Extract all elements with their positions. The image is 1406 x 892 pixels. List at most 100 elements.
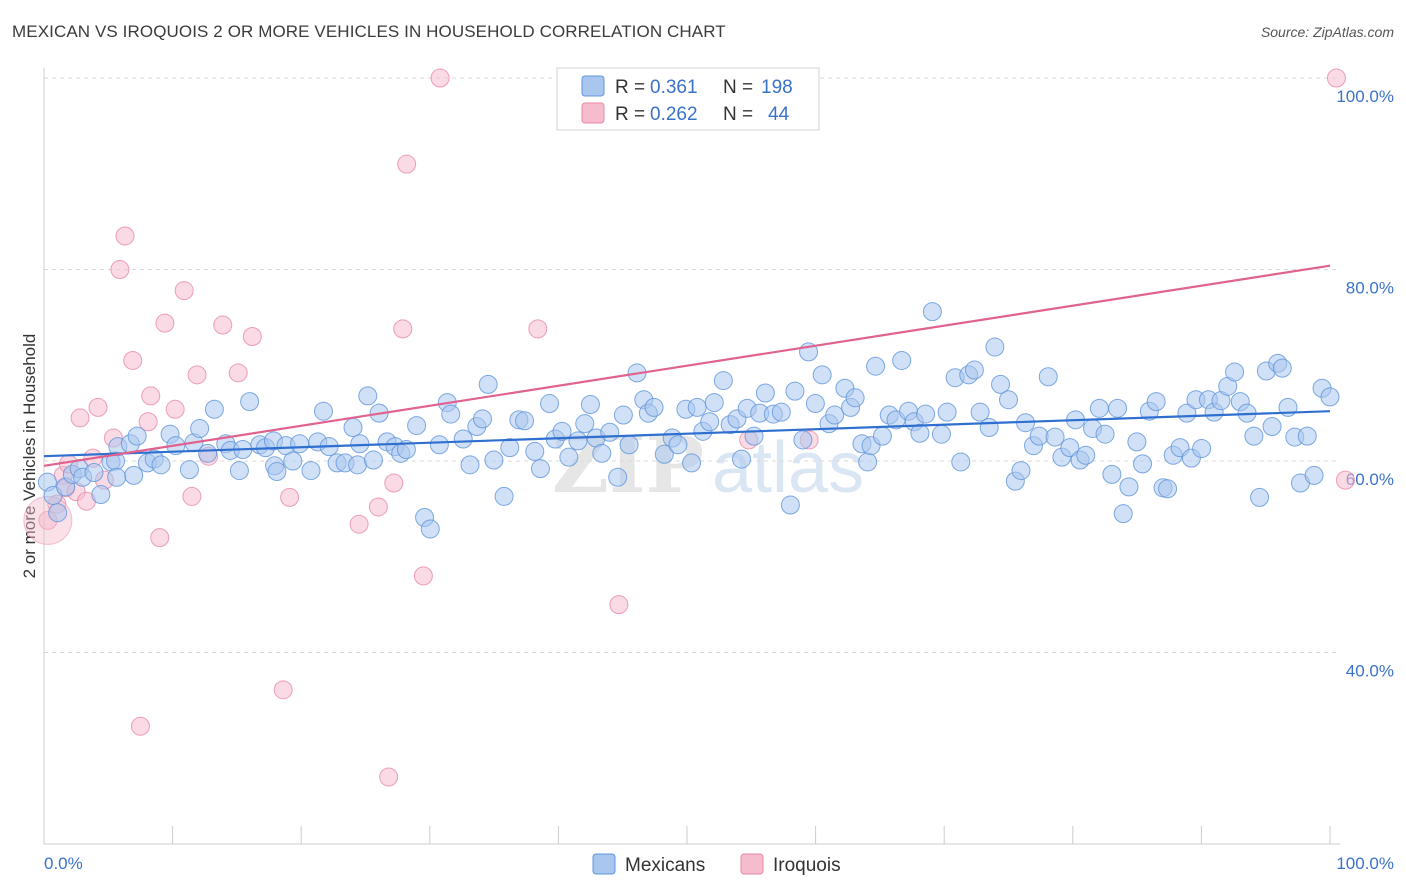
mexicans-point — [1127, 432, 1147, 452]
mexicans-point — [1108, 398, 1128, 418]
mexicans-point — [343, 417, 363, 437]
legend-mexicans-r-label: R = — [615, 77, 645, 98]
x-axis-ticks — [172, 826, 1331, 844]
mexicans-point — [812, 365, 832, 385]
mexicans-point — [755, 383, 775, 403]
iroquois-point — [141, 386, 161, 406]
mexicans-point — [363, 450, 383, 470]
mexicans-point — [515, 411, 535, 431]
iroquois-point — [397, 154, 417, 174]
mexicans-point — [600, 422, 620, 442]
mexicans-point — [473, 409, 493, 429]
mexicans-point — [1272, 358, 1292, 378]
mexicans-point — [552, 421, 572, 441]
mexicans-point — [441, 404, 461, 424]
mexicans-point — [979, 417, 999, 437]
mexicans-point — [313, 401, 333, 421]
mexicans-point — [592, 443, 612, 463]
legend-mexicans-swatch — [581, 75, 605, 97]
mexicans-point — [348, 455, 368, 475]
mexicans-point — [559, 447, 579, 467]
mexicans-point — [931, 424, 951, 444]
bottom-legend: Mexicans Iroquois — [592, 853, 841, 876]
mexicans-point — [1102, 464, 1122, 484]
legend-box: R = 0.361 N = 198 R = 0.262 N = 44 — [556, 67, 820, 131]
iroquois-point — [174, 281, 194, 301]
mexicans-point — [107, 467, 127, 487]
mexicans-point — [1029, 426, 1049, 446]
mexicans-point — [785, 381, 805, 401]
mexicans-point — [985, 337, 1005, 357]
mexicans-point — [825, 405, 845, 425]
mexicans-point — [858, 452, 878, 472]
chart-title: MEXICAN VS IROQUOIS 2 OR MORE VEHICLES I… — [12, 22, 726, 41]
mexicans-point — [420, 519, 440, 539]
iroquois-point — [110, 260, 130, 279]
mexicans-point — [575, 414, 595, 434]
mexicans-point — [290, 434, 310, 454]
mexicans-point — [283, 451, 303, 471]
iroquois-point — [228, 363, 248, 383]
y-tick-label: 80.0% — [1346, 279, 1394, 298]
mexicans-point — [1113, 504, 1133, 524]
iroquois-point — [187, 365, 207, 385]
mexicans-point — [525, 441, 545, 461]
iroquois-point — [70, 408, 90, 428]
mexicans-point — [922, 302, 942, 322]
legend-mexicans-r-value: 0.361 — [650, 77, 698, 98]
mexicans-point — [687, 397, 707, 417]
iroquois-point — [384, 473, 404, 493]
y-tick-label: 100.0% — [1336, 87, 1394, 106]
iroquois-point — [393, 319, 413, 339]
mexicans-point — [1060, 438, 1080, 458]
mexicans-point — [744, 426, 764, 446]
mexicans-point — [991, 374, 1011, 394]
mexicans-point — [124, 465, 144, 485]
mexicans-point — [608, 467, 628, 487]
y-axis-tick-labels: 40.0% 60.0% 80.0% 100.0% — [1336, 87, 1394, 681]
iroquois-point — [123, 350, 143, 370]
mexicans-point — [771, 402, 791, 422]
mexicans-point — [198, 443, 218, 463]
iroquois-point — [349, 514, 369, 534]
mexicans-point — [937, 402, 957, 422]
iroquois-point — [528, 319, 548, 339]
mexicans-point — [866, 356, 886, 376]
x-tick-label-min: 0.0% — [44, 854, 83, 873]
mexicans-point — [1133, 454, 1153, 474]
mexicans-point — [580, 395, 600, 415]
mexicans-point — [1304, 465, 1324, 485]
iroquois-point — [430, 68, 450, 88]
mexicans-point — [1250, 487, 1270, 507]
iroquois-point — [130, 716, 150, 736]
mexicans-point — [407, 416, 427, 436]
mexicans-point — [793, 430, 813, 450]
mexicans-point — [1320, 387, 1340, 407]
iroquois-point — [609, 595, 629, 615]
mexicans-point — [1076, 445, 1096, 465]
mexicans-point — [668, 435, 688, 455]
iroquois-point — [138, 412, 158, 432]
mexicans-point — [872, 426, 892, 446]
mexicans-point — [1045, 427, 1065, 447]
iroquois-point — [1326, 68, 1346, 88]
mexicans-point — [267, 462, 287, 482]
mexicans-point — [568, 431, 588, 451]
watermark-atlas: atlas — [712, 428, 864, 508]
mexicans-point — [229, 461, 249, 481]
mexicans-point — [151, 455, 171, 475]
mexicans-trend-line — [43, 410, 1331, 458]
mexicans-point — [619, 435, 639, 455]
mexicans-point — [494, 486, 514, 506]
bottom-legend-mexicans-label: Mexicans — [625, 855, 705, 876]
mexicans-point — [204, 399, 224, 419]
mexicans-point — [1192, 439, 1212, 459]
mexicans-point — [179, 460, 199, 480]
mexicans-point — [530, 459, 550, 479]
mexicans-point — [644, 397, 664, 417]
mexicans-point — [240, 392, 260, 412]
mexicans-series — [37, 302, 1340, 539]
mexicans-point — [704, 393, 724, 413]
legend-iroquois-n-value: 44 — [768, 104, 790, 125]
iroquois-point — [182, 486, 202, 506]
